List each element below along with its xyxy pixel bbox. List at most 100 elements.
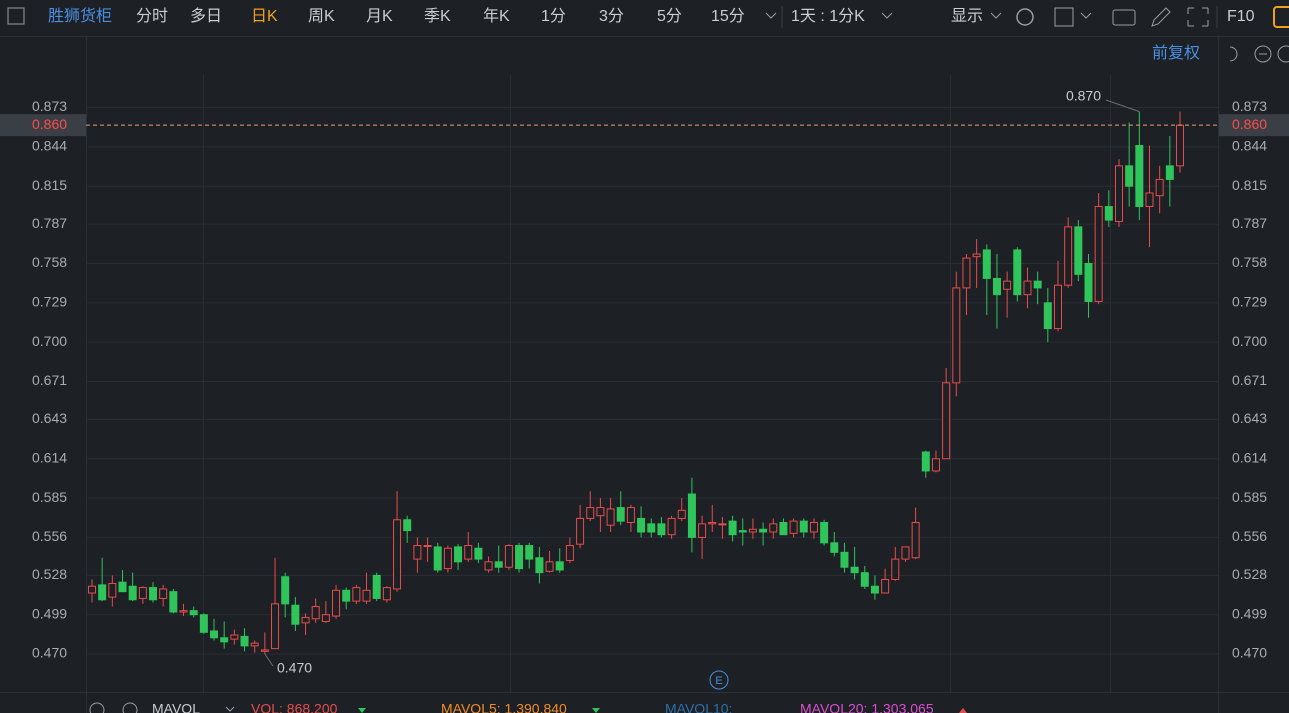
- box-icon[interactable]: [1054, 7, 1074, 27]
- candle-body: [728, 520, 737, 536]
- candle-body: [362, 589, 371, 602]
- y-tick-label: 0.470: [1232, 645, 1267, 661]
- chevron[interactable]: [765, 12, 777, 19]
- candle-body: [830, 542, 839, 553]
- candle-body: [342, 589, 351, 602]
- candle-body: [698, 523, 707, 538]
- indicator-value: MAVOL5: 1,390,840: [441, 701, 567, 713]
- display[interactable]: 显示: [951, 8, 983, 25]
- adjust[interactable]: 前复权: [1152, 44, 1200, 62]
- pen-icon[interactable]: [1151, 7, 1171, 27]
- candle-body: [525, 545, 534, 560]
- candle-body: [311, 606, 320, 620]
- symbol[interactable]: 胜狮货柜: [48, 7, 112, 25]
- badge[interactable]: [1273, 6, 1289, 28]
- y-tick-label: 0.787: [1232, 215, 1267, 231]
- candle-body: [291, 604, 300, 625]
- candle-body: [149, 587, 158, 601]
- candle-body: [332, 589, 341, 617]
- candle-body: [159, 588, 168, 599]
- fullscreen-icon[interactable]: [1187, 7, 1209, 27]
- candle-body: [667, 517, 676, 536]
- candle-body: [1176, 124, 1184, 167]
- reset-icon[interactable]: [1229, 46, 1238, 62]
- y-tick-label: 0.844: [32, 138, 67, 154]
- panel-icon[interactable]: [7, 7, 25, 25]
- settings-icon[interactable]: [89, 702, 105, 713]
- y-tick-label: 0.671: [32, 372, 67, 388]
- chevron[interactable]: [990, 12, 1002, 19]
- candle-body: [108, 583, 117, 598]
- y-tick-label: 0.585: [32, 489, 67, 505]
- tab[interactable]: 15分: [711, 7, 745, 25]
- chevron[interactable]: [881, 12, 893, 19]
- y-tick-label: 0.499: [32, 605, 67, 621]
- candle-body: [1125, 165, 1134, 187]
- candle-body: [1033, 280, 1042, 289]
- candle-body: [321, 614, 330, 622]
- candle-body: [565, 545, 574, 561]
- indicator-value: MAVOL10:: [665, 701, 732, 713]
- period[interactable]: 1天 : 1分K: [791, 7, 865, 25]
- f10[interactable]: F10: [1227, 8, 1255, 25]
- y-tick-label: 0.758: [1232, 254, 1267, 270]
- candle-body: [911, 521, 920, 559]
- candle-body: [931, 458, 940, 472]
- last-price-label: 0.860: [1232, 116, 1267, 132]
- candle-body: [576, 517, 585, 545]
- candle-body: [443, 547, 452, 570]
- chevron[interactable]: [1080, 12, 1092, 19]
- y-tick-label: 0.643: [32, 410, 67, 426]
- event-icon[interactable]: [709, 670, 729, 690]
- candle-body: [962, 257, 971, 289]
- candle-body: [382, 587, 391, 601]
- candle-body: [982, 249, 991, 279]
- candle-body: [840, 551, 849, 568]
- settings-icon[interactable]: [1016, 8, 1034, 26]
- candle-body: [891, 558, 900, 580]
- tab[interactable]: 5分: [657, 7, 682, 25]
- tab[interactable]: 日K: [251, 8, 278, 25]
- candle-body: [626, 507, 635, 523]
- tab[interactable]: 分时: [136, 7, 168, 25]
- candle-body: [535, 557, 544, 574]
- tab[interactable]: 周K: [308, 8, 335, 25]
- candle-body: [301, 616, 310, 624]
- y-tick-label: 0.729: [32, 294, 67, 310]
- close-icon[interactable]: [122, 702, 138, 713]
- candle-body: [454, 546, 463, 563]
- y-tick-label: 0.556: [1232, 528, 1267, 544]
- zoom-out-icon[interactable]: [1254, 45, 1272, 63]
- y-tick-label: 0.787: [32, 215, 67, 231]
- chevron[interactable]: [225, 706, 235, 712]
- tab[interactable]: 3分: [599, 7, 624, 25]
- candle-body: [850, 566, 859, 574]
- candle-body: [464, 545, 473, 560]
- last-price-label: 0.860: [32, 116, 67, 132]
- y-tick-label: 0.643: [1232, 410, 1267, 426]
- tab[interactable]: 月K: [366, 8, 393, 25]
- plot: 0.470 0.470 0.499 0.499 0.528 0.528 0.556 0.556…: [0, 88, 1289, 676]
- candle-body: [1084, 262, 1093, 302]
- camera-icon[interactable]: [1112, 9, 1136, 26]
- candle-body: [1114, 165, 1123, 222]
- tab[interactable]: 1分: [541, 7, 566, 25]
- indicator-name[interactable]: MAVOL: [152, 701, 200, 713]
- min-label: 0.470: [277, 660, 312, 676]
- candle-body: [759, 528, 768, 533]
- candle-body: [118, 581, 127, 593]
- candle-body: [138, 587, 147, 599]
- candle-body: [677, 509, 686, 519]
- y-tick-label: 0.700: [1232, 333, 1267, 349]
- trend-arrow: [592, 708, 600, 713]
- candle-body: [484, 561, 493, 571]
- tab[interactable]: 多日: [190, 7, 222, 25]
- candle-body: [189, 610, 198, 616]
- tabs: 分时 多日 日K 周K 月K 季K 年K 1分 3分 5分 15分: [136, 7, 745, 25]
- zoom-in-icon[interactable]: [1277, 45, 1289, 63]
- tab[interactable]: 年K: [483, 7, 510, 25]
- tab[interactable]: 季K: [424, 7, 451, 25]
- last-price-tag: [0, 114, 86, 137]
